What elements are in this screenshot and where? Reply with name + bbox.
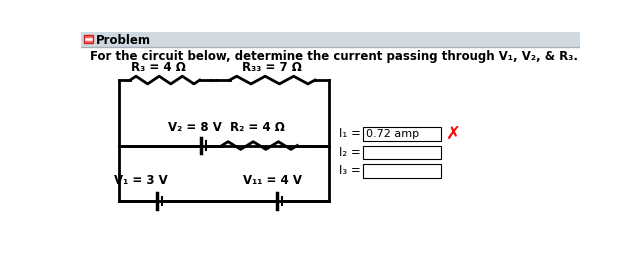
Bar (84, 35, 93, 43)
Text: I₁ =: I₁ = (339, 128, 361, 140)
Text: R₃₃ = 7 Ω: R₃₃ = 7 Ω (242, 61, 302, 74)
Text: R₃ = 4 Ω: R₃ = 4 Ω (131, 61, 185, 74)
Text: ✗: ✗ (446, 125, 460, 143)
Text: V₁ = 3 V: V₁ = 3 V (114, 174, 168, 187)
Bar (80, 32, 580, 47)
Text: For the circuit below, determine the current passing through V₁, V₂, & R₃.: For the circuit below, determine the cur… (90, 50, 578, 63)
Text: Problem: Problem (96, 33, 151, 47)
Bar (363, 127, 441, 141)
Bar (363, 145, 441, 159)
Text: R₂ = 4 Ω: R₂ = 4 Ω (230, 121, 285, 134)
Text: I₂ =: I₂ = (339, 146, 361, 159)
Text: V₁₁ = 4 V: V₁₁ = 4 V (243, 174, 302, 187)
Text: V₂ = 8 V: V₂ = 8 V (168, 121, 222, 134)
Text: 0.72 amp: 0.72 amp (366, 129, 419, 139)
Bar (363, 164, 441, 178)
Text: I₃ =: I₃ = (339, 164, 361, 178)
